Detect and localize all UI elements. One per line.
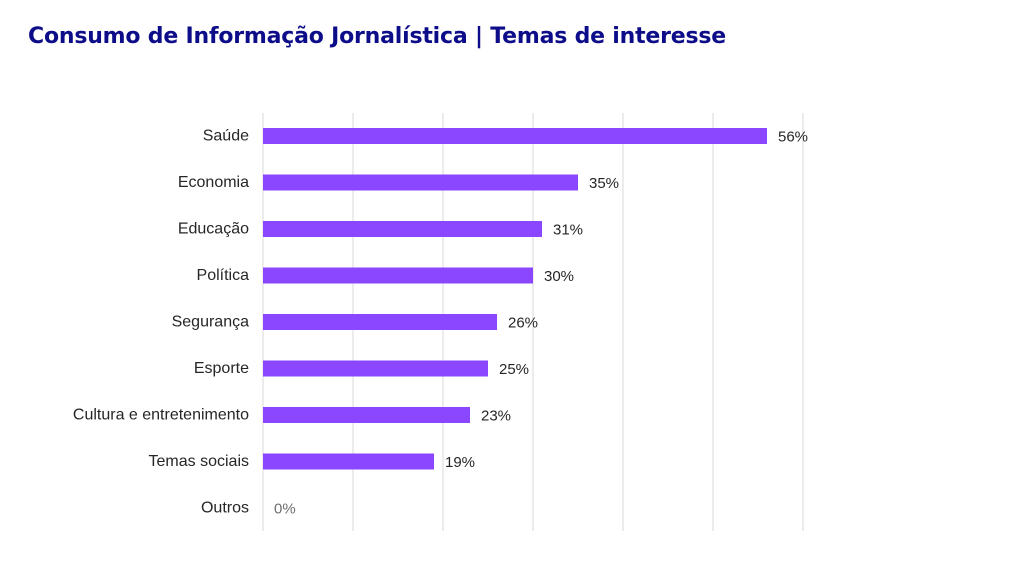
value-label: 31% [553,222,583,239]
value-label: 35% [589,175,619,192]
bar [263,453,434,470]
value-label: 23% [481,408,511,425]
bar [263,407,470,423]
category-label: Temas sociais [149,453,249,470]
value-label: 56% [778,129,808,146]
category-label: Economia [178,174,249,191]
value-label: 25% [499,361,529,378]
value-label: 26% [508,315,538,332]
bar [263,174,578,191]
category-label: Outros [201,500,249,517]
bar [263,128,767,144]
category-label: Política [197,267,250,284]
value-label: 30% [544,268,574,285]
bar [263,314,497,330]
bars [263,128,767,470]
category-label: Esporte [194,360,249,377]
bar [263,267,533,284]
bar [263,360,488,377]
chart-title: Consumo de Informação Jornalística | Tem… [28,24,727,49]
category-label: Segurança [172,314,249,331]
labels: Saúde 56% Economia 35% Educação 31% Política 30… [73,128,808,518]
category-label: Saúde [203,128,249,145]
category-label: Educação [178,221,249,238]
value-label: 19% [445,454,475,471]
category-label: Cultura e entretenimento [73,407,249,424]
bar [263,221,542,237]
value-label: 0% [274,501,296,518]
